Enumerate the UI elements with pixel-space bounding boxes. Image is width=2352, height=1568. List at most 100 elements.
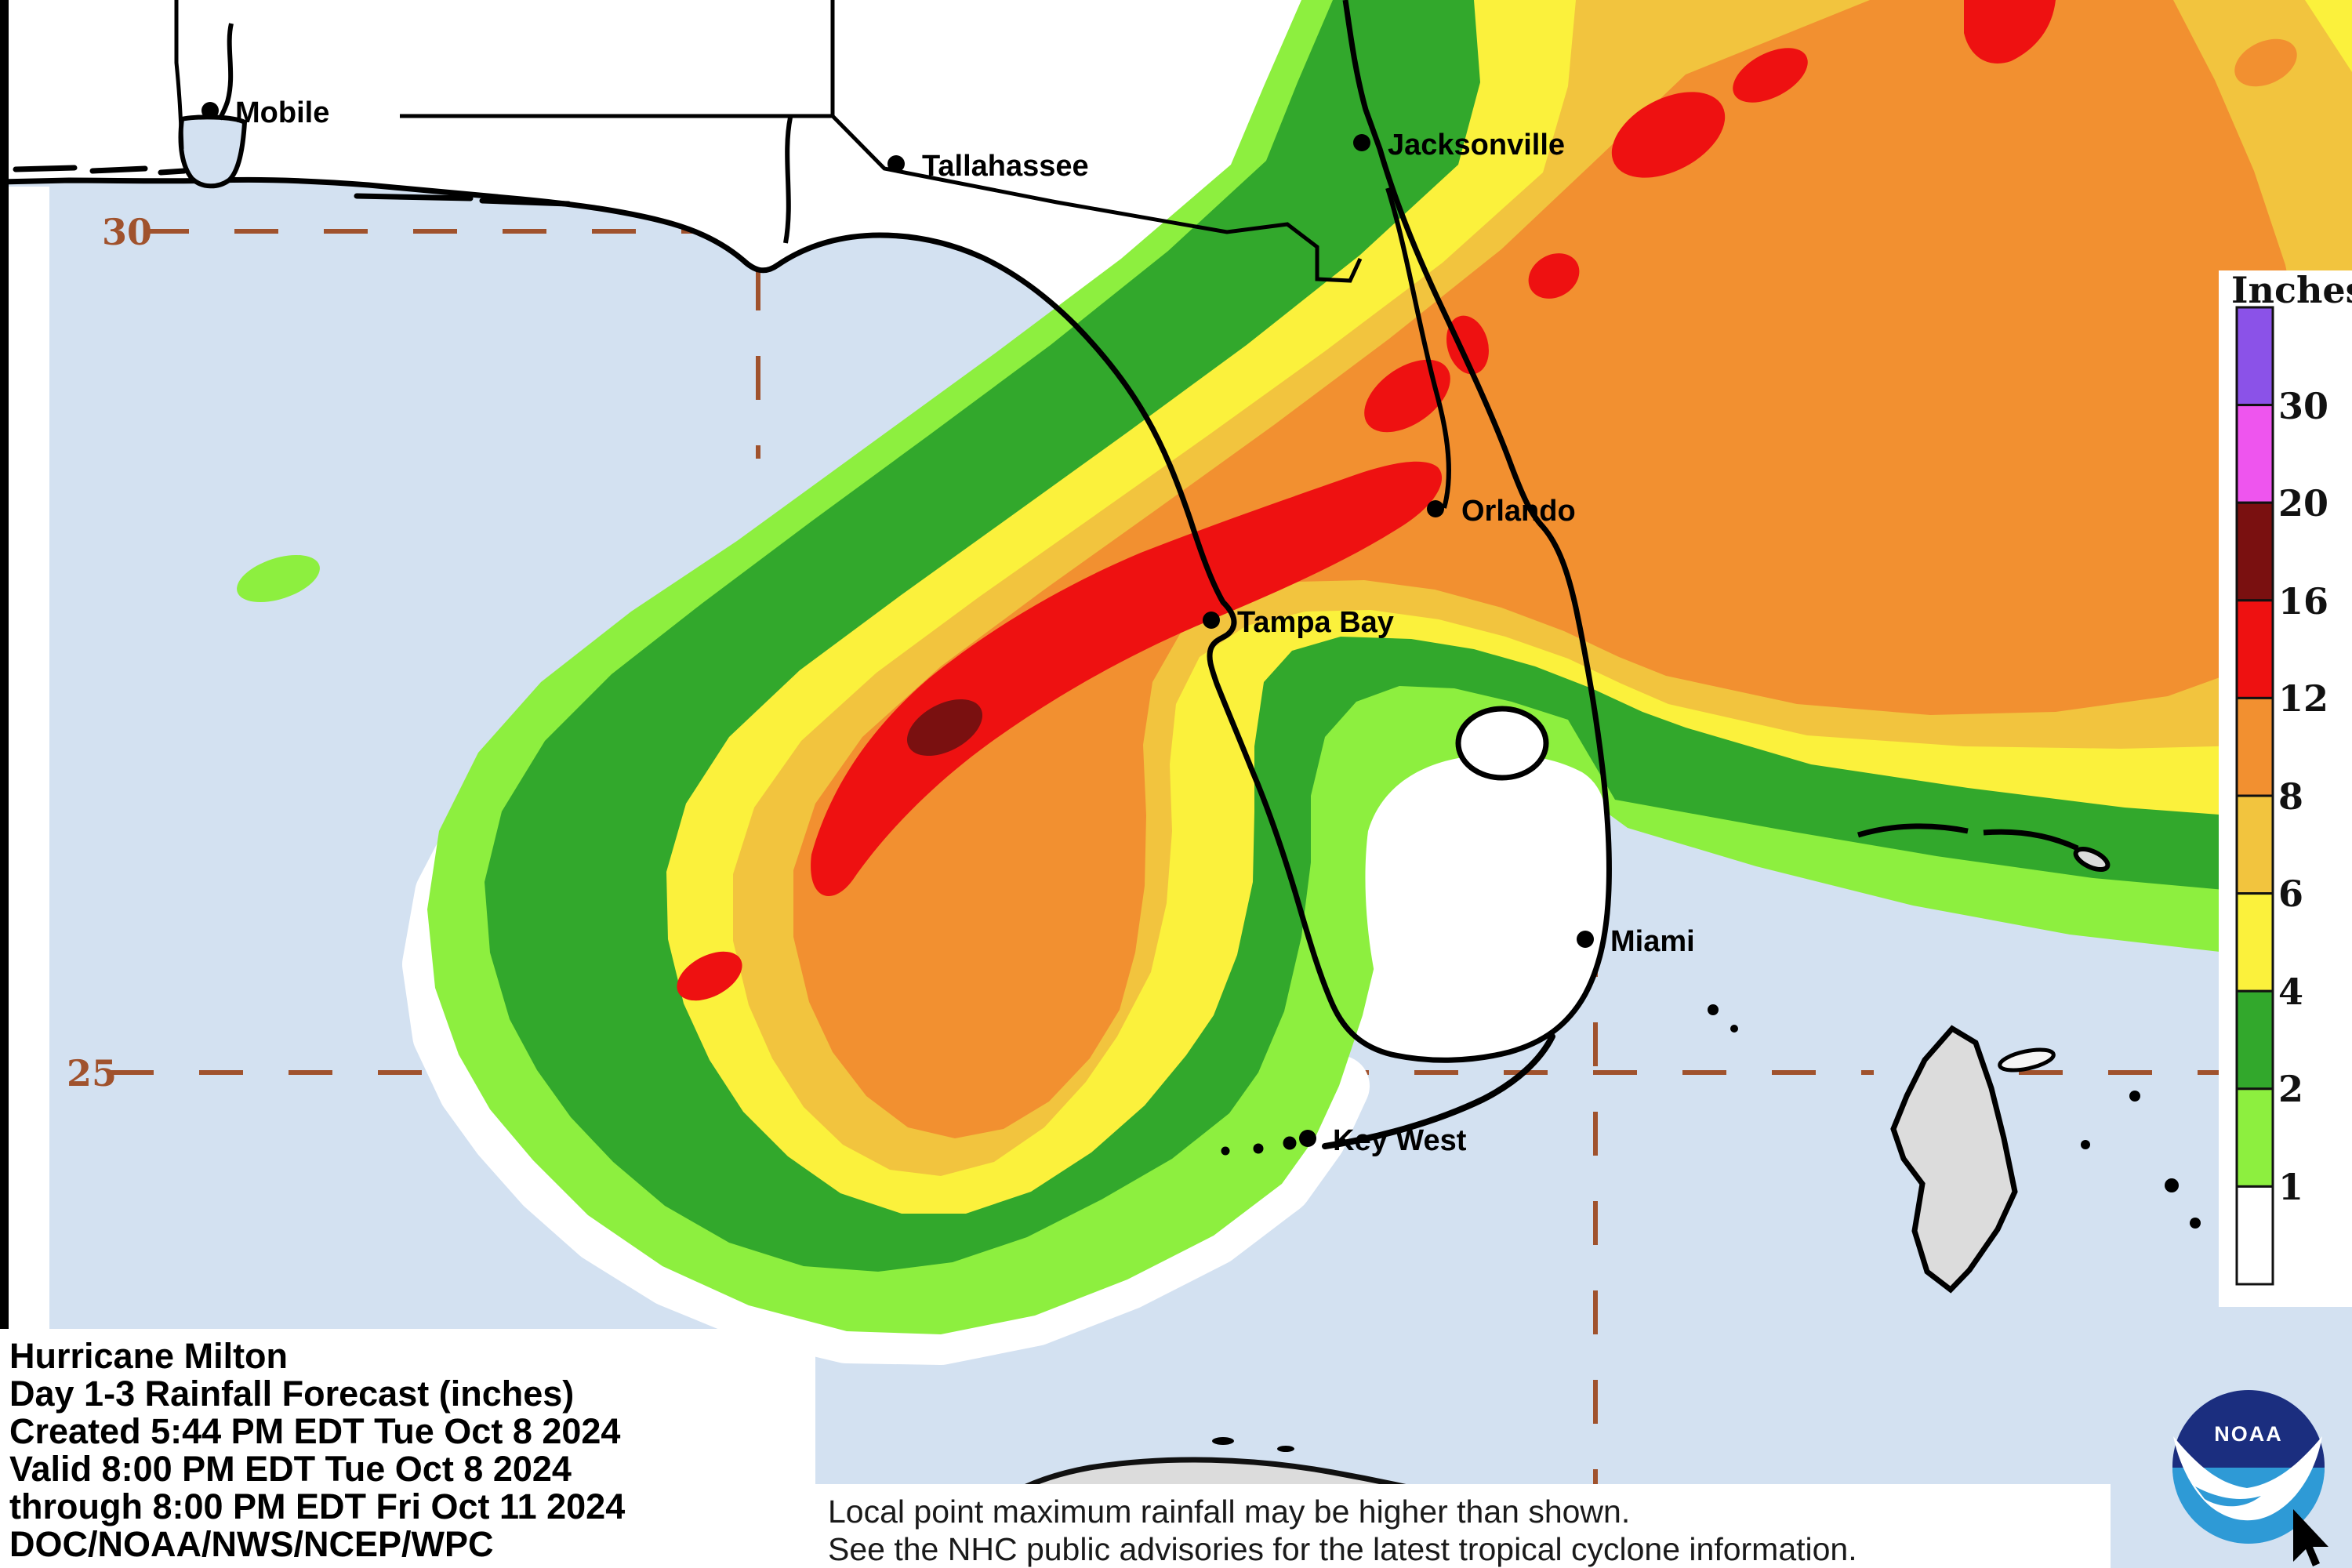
legend-tick-8: 8 xyxy=(2278,775,2303,818)
legend-cell-20-30 xyxy=(2235,404,2274,504)
rain-spot-orange-ne xyxy=(2234,38,2297,87)
city-label-jacksonville: Jacksonville xyxy=(1388,129,1565,162)
rain-patch-west xyxy=(237,554,320,603)
city-dot-tampa-bay xyxy=(1203,612,1220,629)
legend-tick-12: 12 xyxy=(2278,677,2328,720)
fl-ga-border xyxy=(831,114,1363,283)
title-line-6: DOC/NOAA/NWS/NCEP/WPC xyxy=(9,1524,494,1564)
barrier-islands xyxy=(13,165,572,207)
legend-cell-12-16 xyxy=(2235,599,2274,699)
legend-tick-1: 1 xyxy=(2278,1166,2303,1208)
legend-tick-2: 2 xyxy=(2278,1068,2303,1110)
mississippi-sound-islands xyxy=(13,165,187,176)
title-box xyxy=(0,1329,815,1568)
rain-spot-red-orlando-b xyxy=(1446,315,1489,375)
cay xyxy=(1730,1025,1738,1033)
mouse-cursor xyxy=(2293,1509,2328,1566)
rain-spot-red-ne-coast xyxy=(1733,48,1808,103)
key-islet xyxy=(1283,1136,1297,1150)
mobile-river xyxy=(217,23,234,121)
st-johns-river xyxy=(1385,187,1451,509)
rain-band-12to16-main xyxy=(811,461,1443,897)
legend-cell-6-8 xyxy=(2235,794,2274,895)
lat-25-label: 25 xyxy=(67,1052,117,1094)
rain-band-8to12 xyxy=(793,0,2309,1138)
legend-cell-16-20 xyxy=(2235,501,2274,602)
lat-30-label: 30 xyxy=(102,211,152,253)
city-dot-mobile xyxy=(201,102,219,119)
map-neatline xyxy=(0,0,9,1568)
lake-okeechobee xyxy=(1455,706,1549,781)
city-label-key-west: Key West xyxy=(1333,1124,1467,1157)
city-label-miami: Miami xyxy=(1610,925,1695,958)
key-islet xyxy=(1221,1146,1230,1156)
keys-arc xyxy=(1322,1033,1555,1149)
legend-tick-16: 16 xyxy=(2278,580,2328,622)
city-dot-jacksonville xyxy=(1353,134,1370,151)
cay xyxy=(1708,1004,1719,1015)
cay xyxy=(2165,1178,2179,1192)
disclaimer-block: Local point maximum rainfall may be high… xyxy=(815,1484,2111,1568)
legend-cell-2-4 xyxy=(2235,989,2274,1091)
abaco xyxy=(2073,847,2111,872)
coastline xyxy=(0,0,1612,1063)
grand-bahama xyxy=(1857,823,2079,851)
city-dot-orlando xyxy=(1427,500,1444,517)
city-dot-tallahassee xyxy=(887,155,905,172)
legend-tick-labels: 30 20 16 12 8 6 4 2 1 xyxy=(2278,385,2328,1208)
legend-cell-8-12 xyxy=(2235,696,2274,797)
city-dot-key-west xyxy=(1299,1130,1316,1147)
mobile-bay xyxy=(178,114,248,189)
city-label-tallahassee: Tallahassee xyxy=(922,150,1089,183)
disclaimer-line-1: Local point maximum rainfall may be high… xyxy=(828,1494,1630,1530)
ms-al-border xyxy=(174,0,184,150)
legend-cell-30plus xyxy=(2235,306,2274,407)
legend-title: Inches xyxy=(2231,269,2352,311)
title-line-2: Day 1-3 Rainfall Forecast (inches) xyxy=(9,1374,574,1414)
noaa-logo: NOAA xyxy=(2172,1390,2325,1544)
title-line-3: Created 5:44 PM EDT Tue Oct 8 2024 xyxy=(9,1411,620,1451)
noaa-logo-text: NOAA xyxy=(2214,1422,2283,1446)
legend-tick-6: 6 xyxy=(2278,873,2303,915)
panhandle-islands xyxy=(354,193,572,207)
rain-spot-red-orlando-c xyxy=(1528,253,1580,299)
cay xyxy=(2129,1091,2140,1102)
key-islet xyxy=(1253,1143,1264,1154)
rain-core-16plus xyxy=(906,699,983,757)
title-line-1: Hurricane Milton xyxy=(9,1336,288,1376)
disclaimer-line-2: See the NHC public advisories for the la… xyxy=(828,1531,1857,1567)
rain-spot-red-top xyxy=(1964,0,2056,64)
disclaimer-box xyxy=(815,1484,2111,1568)
title-block: Hurricane Milton Day 1-3 Rainfall Foreca… xyxy=(0,1329,815,1568)
city-markers: Mobile Tallahassee Jacksonville Orlando … xyxy=(201,96,1695,1157)
legend-tick-20: 20 xyxy=(2278,482,2328,524)
andros-island xyxy=(1890,1025,2018,1294)
florida-keys xyxy=(1221,1033,1555,1156)
city-dot-miami xyxy=(1577,931,1594,948)
south-florida-dry-zone xyxy=(1365,753,1608,1053)
al-ga-border xyxy=(400,0,835,118)
title-line-4: Valid 8:00 PM EDT Tue Oct 8 2024 xyxy=(9,1449,572,1489)
rain-spot-red-orlando-a xyxy=(1364,359,1450,433)
legend-tick-4: 4 xyxy=(2278,971,2303,1013)
title-line-5: through 8:00 PM EDT Fri Oct 11 2024 xyxy=(9,1486,625,1526)
apalachicola-river xyxy=(783,117,793,244)
legend-cell-4-6 xyxy=(2235,892,2274,993)
legend-cell-under1 xyxy=(2235,1185,2274,1286)
city-label-tampa-bay: Tampa Bay xyxy=(1237,606,1394,639)
legend-tick-30: 30 xyxy=(2278,385,2328,427)
rain-corner-yellow xyxy=(2305,0,2352,72)
map-margin-strip xyxy=(9,187,49,1331)
cuban-cay xyxy=(1212,1437,1234,1445)
cay xyxy=(2081,1140,2090,1149)
berry-island xyxy=(1998,1047,2056,1073)
rain-spot-red-jacksonville xyxy=(1611,92,1726,178)
cay xyxy=(2190,1218,2201,1229)
city-label-mobile: Mobile xyxy=(235,96,329,129)
noaa-logo-gull-wing xyxy=(2195,1486,2261,1507)
legend-cell-1-2 xyxy=(2235,1087,2274,1188)
city-label-orlando: Orlando xyxy=(1461,495,1576,528)
rivers xyxy=(217,23,1451,509)
